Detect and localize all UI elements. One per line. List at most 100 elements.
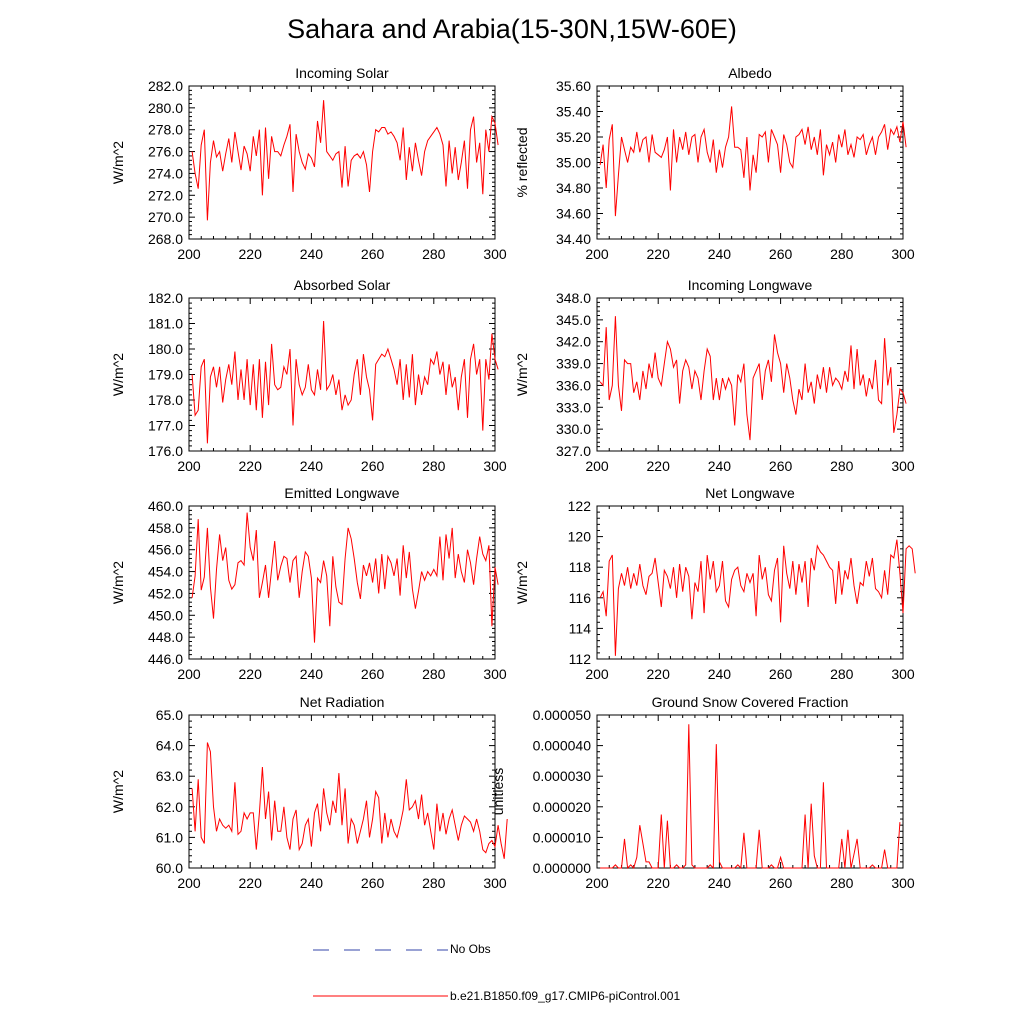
x-tick-label: 260 xyxy=(361,875,385,891)
x-tick-label: 240 xyxy=(300,875,324,891)
figure-title: Sahara and Arabia(15-30N,15W-60E) xyxy=(287,14,737,44)
x-tick-label: 280 xyxy=(830,246,854,262)
x-tick-label: 220 xyxy=(647,666,671,682)
y-tick-label: 35.40 xyxy=(556,104,591,120)
y-tick-label: 0.000040 xyxy=(533,738,592,754)
y-tick-label: 272.0 xyxy=(148,187,183,203)
x-tick-label: 260 xyxy=(769,875,793,891)
x-tick-label: 260 xyxy=(769,246,793,262)
y-tick-label: 345.0 xyxy=(556,312,591,328)
y-tick-label: 0.000020 xyxy=(533,799,592,815)
x-tick-label: 220 xyxy=(239,875,263,891)
y-tick-label: 64.0 xyxy=(156,738,183,754)
y-tick-label: 330.0 xyxy=(556,421,591,437)
x-tick-label: 220 xyxy=(647,246,671,262)
series-line xyxy=(191,100,499,221)
y-tick-label: 62.0 xyxy=(156,799,183,815)
x-tick-label: 280 xyxy=(422,666,446,682)
x-tick-label: 240 xyxy=(300,666,324,682)
panel-title: Incoming Longwave xyxy=(688,277,813,293)
x-tick-label: 240 xyxy=(708,246,732,262)
y-tick-label: 178.0 xyxy=(148,392,183,408)
y-axis-label: W/m^2 xyxy=(514,353,530,396)
panel-7: Net Radiation 200 220 240 260 280 300 60.0 61.0 6… xyxy=(110,694,508,891)
plot-frame xyxy=(188,505,496,660)
y-tick-label: 0.000050 xyxy=(533,707,592,723)
y-tick-label: 339.0 xyxy=(556,356,591,372)
x-tick-label: 260 xyxy=(361,458,385,474)
x-tick-label: 300 xyxy=(891,458,915,474)
y-tick-label: 348.0 xyxy=(556,290,591,306)
panel-6: Net Longwave 200 220 240 260 280 300 112 114 116 1… xyxy=(514,485,916,682)
x-tick-label: 280 xyxy=(830,458,854,474)
panel-title: Ground Snow Covered Fraction xyxy=(652,694,849,710)
y-tick-label: 270.0 xyxy=(148,209,183,225)
y-tick-label: 342.0 xyxy=(556,334,591,350)
y-tick-label: 35.20 xyxy=(556,129,591,145)
y-tick-label: 179.0 xyxy=(148,367,183,383)
x-tick-label: 240 xyxy=(708,875,732,891)
y-tick-label: 35.60 xyxy=(556,78,591,94)
series-line xyxy=(191,742,508,859)
panel-2: Albedo 200 220 240 260 280 300 34.40 34.60 34.80 3… xyxy=(514,65,915,262)
y-tick-label: 116 xyxy=(569,590,592,606)
x-tick-label: 240 xyxy=(708,666,732,682)
y-tick-label: 282.0 xyxy=(148,78,183,94)
panel-title: Incoming Solar xyxy=(295,65,389,81)
x-tick-label: 220 xyxy=(647,875,671,891)
x-tick-label: 200 xyxy=(585,458,609,474)
y-tick-label: 456.0 xyxy=(148,542,183,558)
panel-5: Emitted Longwave 200 220 240 260 280 300 446.0 4… xyxy=(110,485,507,682)
y-tick-label: 182.0 xyxy=(148,290,183,306)
x-tick-label: 300 xyxy=(483,246,507,262)
x-tick-label: 300 xyxy=(891,875,915,891)
y-tick-label: 460.0 xyxy=(148,498,183,514)
plot-frame xyxy=(188,85,496,240)
panel-title: Albedo xyxy=(728,65,772,81)
y-tick-label: 61.0 xyxy=(156,829,183,845)
y-tick-label: 448.0 xyxy=(148,629,183,645)
x-tick-label: 300 xyxy=(891,246,915,262)
y-tick-label: 180.0 xyxy=(148,341,183,357)
series-line xyxy=(600,724,901,870)
y-tick-label: 446.0 xyxy=(148,651,183,667)
y-tick-label: 327.0 xyxy=(556,443,591,459)
y-axis-label: W/m^2 xyxy=(110,770,126,813)
y-tick-label: 450.0 xyxy=(148,607,183,623)
x-tick-label: 300 xyxy=(483,875,507,891)
x-tick-label: 300 xyxy=(483,666,507,682)
y-tick-label: 181.0 xyxy=(148,316,183,332)
x-tick-label: 200 xyxy=(177,666,201,682)
y-tick-label: 0.000000 xyxy=(533,860,592,876)
x-tick-label: 300 xyxy=(483,458,507,474)
x-tick-label: 220 xyxy=(239,246,263,262)
x-tick-label: 200 xyxy=(177,875,201,891)
y-tick-label: 60.0 xyxy=(156,860,183,876)
plot-frame xyxy=(188,297,496,452)
x-tick-label: 200 xyxy=(585,875,609,891)
y-axis-label: W/m^2 xyxy=(110,353,126,396)
y-tick-label: 333.0 xyxy=(556,399,591,415)
panel-3: Absorbed Solar 200 220 240 260 280 300 176.0 177… xyxy=(110,277,507,474)
panel-1: Incoming Solar 200 220 240 260 280 300 268.0 270… xyxy=(110,65,507,262)
y-tick-label: 454.0 xyxy=(148,564,183,580)
y-tick-label: 176.0 xyxy=(148,443,183,459)
x-tick-label: 300 xyxy=(891,666,915,682)
x-tick-label: 220 xyxy=(239,458,263,474)
panel-4: Incoming Longwave 200 220 240 260 280 300 327.0… xyxy=(514,277,915,474)
panel-title: Net Radiation xyxy=(300,694,385,710)
x-tick-label: 240 xyxy=(300,458,324,474)
panel-title: Absorbed Solar xyxy=(294,277,391,293)
y-tick-label: 0.000010 xyxy=(533,829,592,845)
y-tick-label: 452.0 xyxy=(148,585,183,601)
legend xyxy=(313,949,448,997)
x-tick-label: 220 xyxy=(647,458,671,474)
y-tick-label: 274.0 xyxy=(148,165,183,181)
y-tick-label: 0.000030 xyxy=(533,768,592,784)
y-tick-label: 34.60 xyxy=(556,206,591,222)
x-tick-label: 200 xyxy=(585,666,609,682)
plot-frame xyxy=(596,85,904,240)
plot-frame xyxy=(188,714,496,869)
series-line xyxy=(191,512,499,643)
legend-model-label: b.e21.B1850.f09_g17.CMIP6-piControl.001 xyxy=(450,989,681,1003)
